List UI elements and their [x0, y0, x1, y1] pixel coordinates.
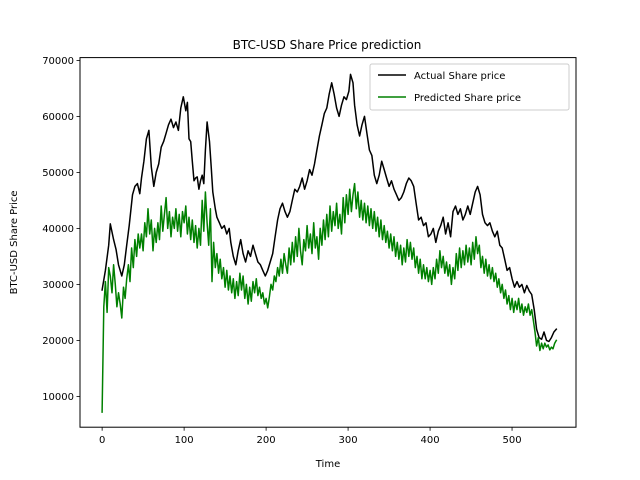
y-tick-label: 60000	[42, 112, 74, 123]
series-line-actual	[101, 73, 558, 343]
y-tick-label: 30000	[42, 280, 74, 291]
x-tick-label: 0	[99, 435, 105, 446]
x-axis-label: Time	[315, 459, 340, 470]
x-tick-label: 500	[503, 435, 522, 446]
x-tick-label: 400	[421, 435, 440, 446]
series-layer	[101, 73, 558, 413]
legend: Actual Share price Predicted Share price	[369, 63, 570, 111]
axes-frame	[79, 57, 577, 428]
y-tick-label: 10000	[42, 392, 74, 403]
plot-area	[79, 57, 577, 428]
y-tick-label: 70000	[42, 56, 74, 67]
legend-label-predicted: Predicted Share price	[414, 93, 521, 104]
chart-title: BTC-USD Share Price prediction	[233, 38, 422, 52]
y-axis-label: BTC-USD Share Price	[9, 190, 20, 294]
x-tick-label: 300	[339, 435, 358, 446]
y-tick-label: 40000	[42, 224, 74, 235]
y-axis: 10000 20000 30000 40000 50000 60000 70000	[42, 56, 80, 403]
y-tick-label: 20000	[42, 336, 74, 347]
x-tick-label: 200	[257, 435, 276, 446]
x-axis: 0 100 200 300 400 500	[99, 427, 522, 446]
series-line-predicted	[101, 182, 558, 413]
legend-label-actual: Actual Share price	[414, 71, 505, 82]
legend-frame	[369, 63, 570, 111]
x-tick-label: 100	[175, 435, 194, 446]
y-tick-label: 50000	[42, 168, 74, 179]
